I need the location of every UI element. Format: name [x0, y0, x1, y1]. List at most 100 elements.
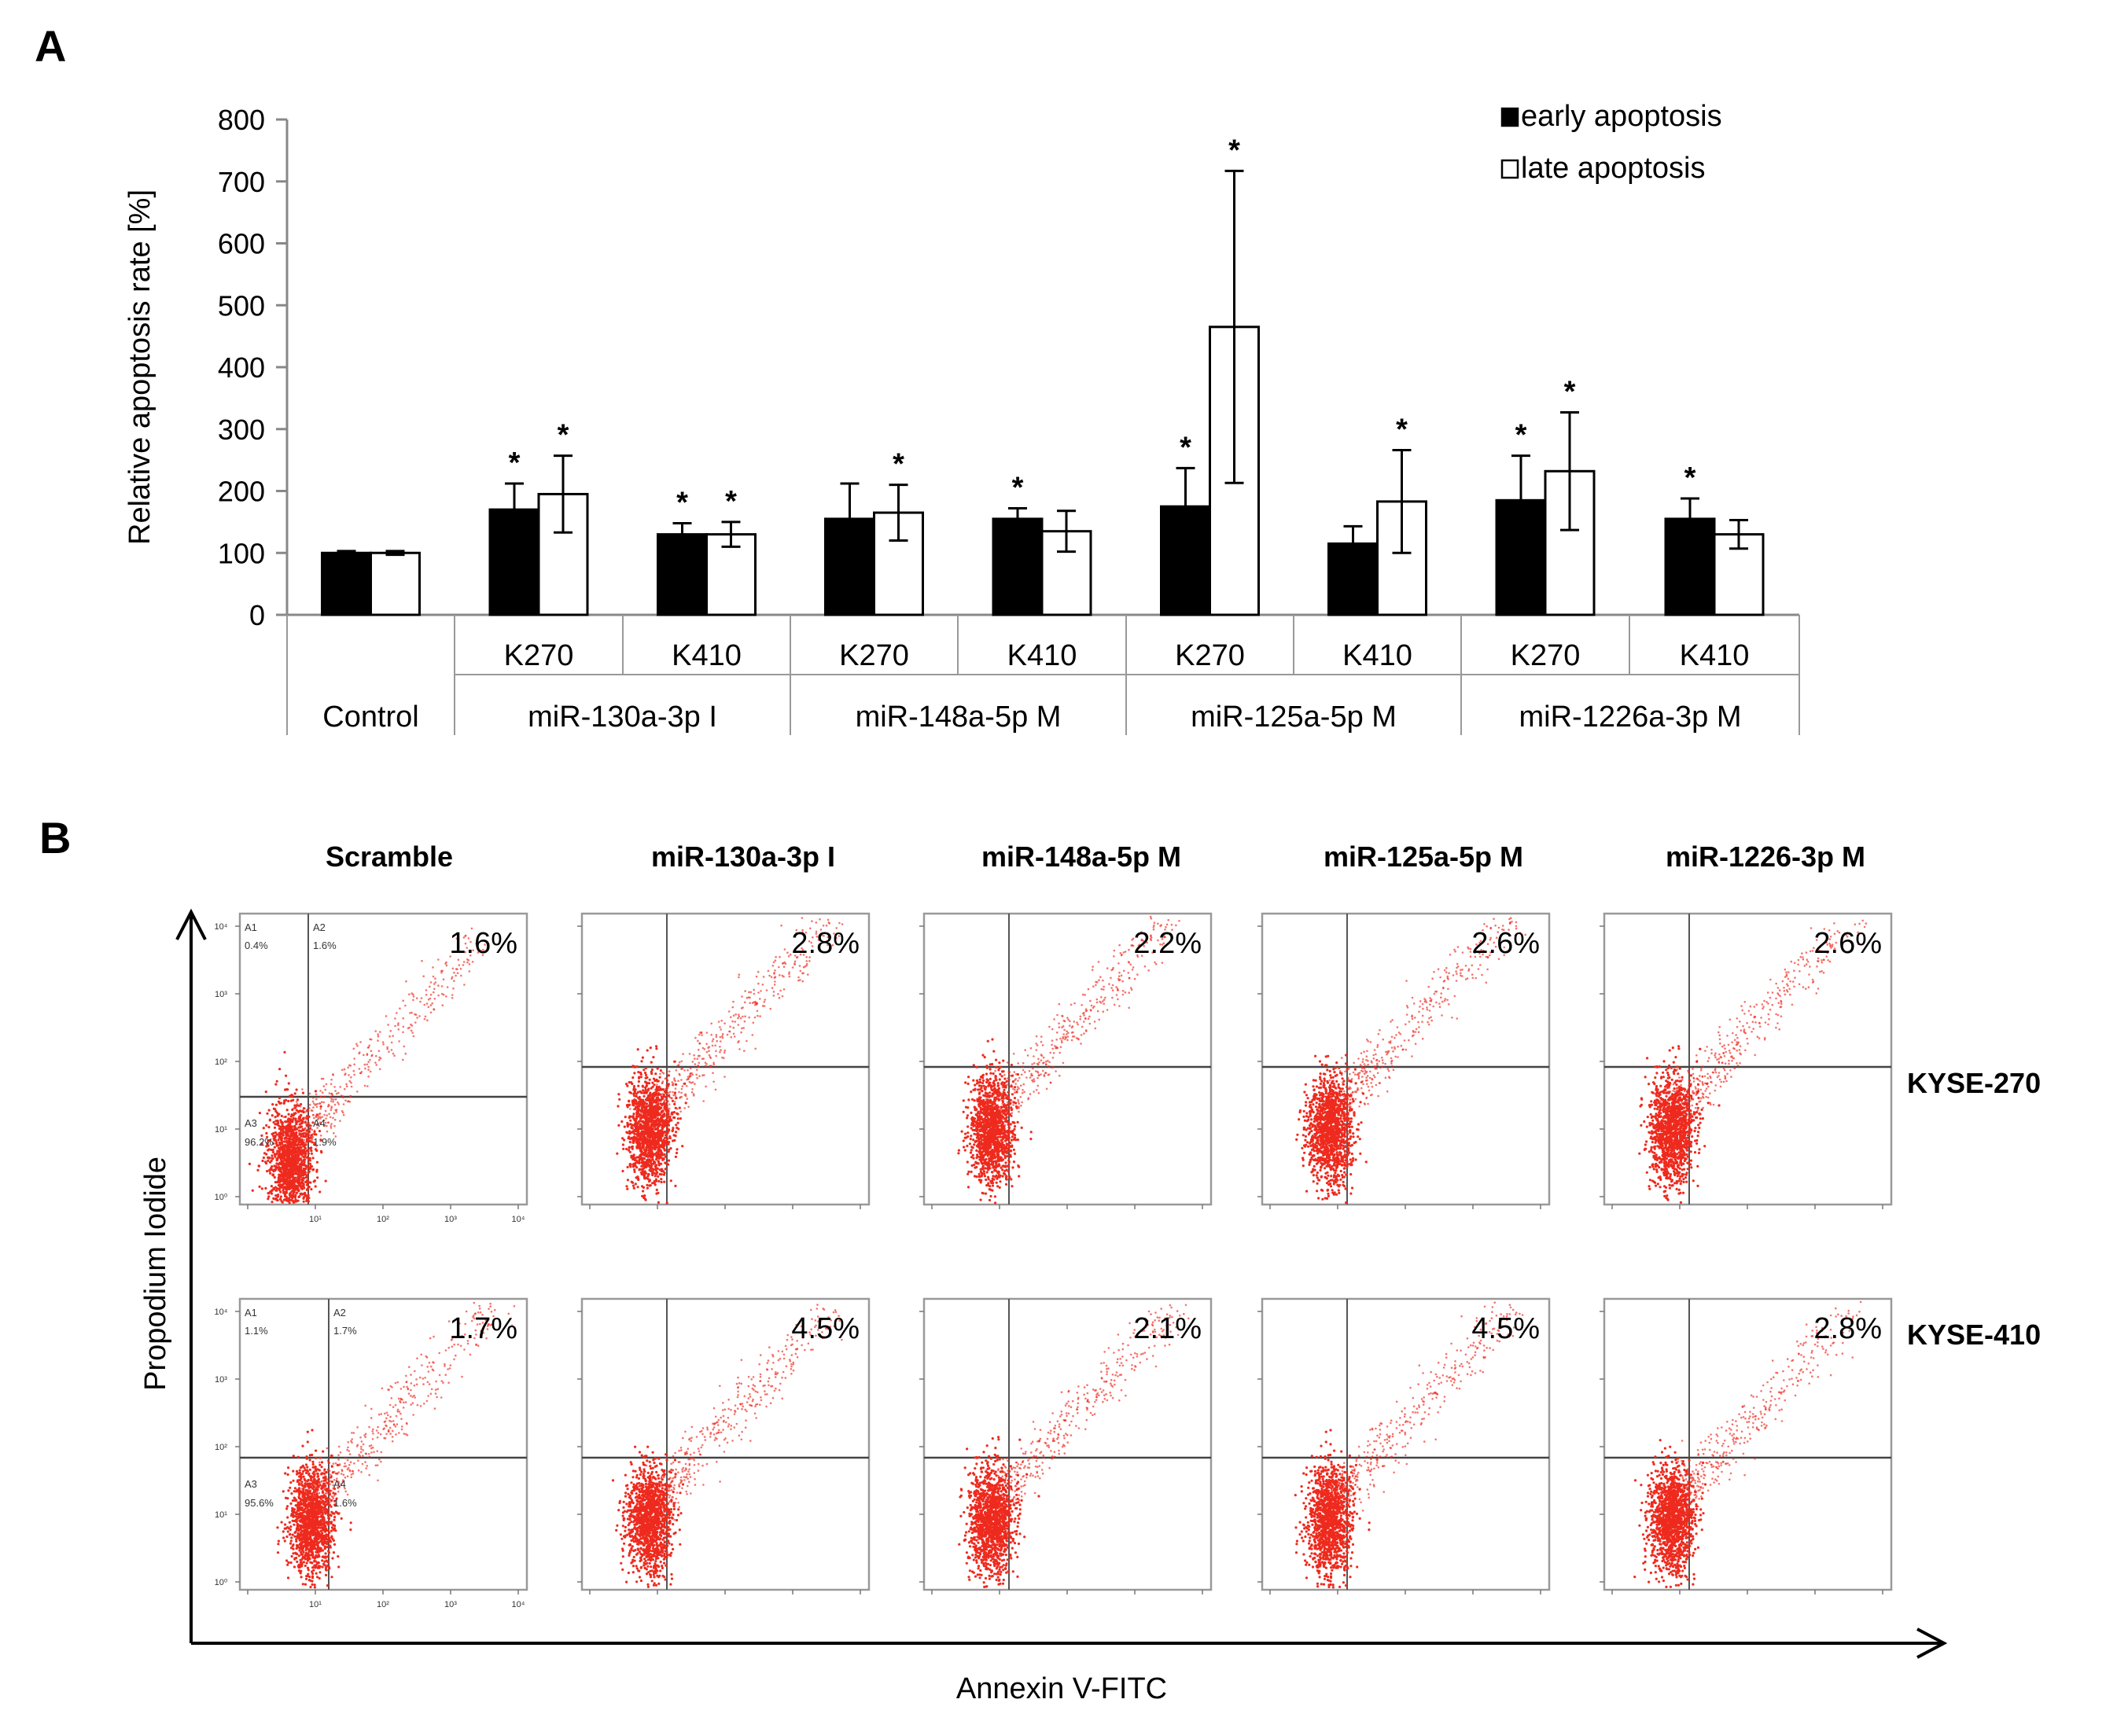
- scatter-dot: [984, 1091, 987, 1094]
- scatter-dot: [630, 1180, 633, 1183]
- y-tick-label: 300: [218, 414, 265, 446]
- scatter-dot: [798, 965, 801, 967]
- scatter-dot: [628, 1141, 631, 1144]
- scatter-dot: [643, 1125, 646, 1128]
- scatter-dot: [642, 1068, 646, 1072]
- scatter-dot: [655, 1103, 658, 1106]
- scatter-dot: [296, 1122, 298, 1125]
- scatter-dot: [664, 1136, 667, 1139]
- scatter-dot: [462, 964, 465, 966]
- scatter-dot: [279, 1195, 282, 1198]
- scatter-dot: [630, 1154, 633, 1157]
- scatter-dot: [1014, 1086, 1017, 1089]
- scatter-dot: [735, 1013, 737, 1016]
- scatter-dot: [688, 1053, 691, 1055]
- scatter-dot: [299, 1114, 303, 1117]
- scatter-dot: [996, 1164, 999, 1168]
- scatter-dot: [992, 1133, 995, 1136]
- scatter-dot: [330, 1107, 333, 1109]
- scatter-dot: [285, 1109, 289, 1112]
- scatter-dot: [293, 1092, 296, 1095]
- scatter-dot: [312, 1097, 315, 1099]
- scatter-dot: [738, 1048, 741, 1050]
- scatter-dot: [1003, 1149, 1007, 1153]
- scatter-dot: [330, 1093, 333, 1095]
- scatter-dot: [1011, 1166, 1014, 1169]
- y-tick-label: 0: [249, 599, 265, 631]
- scatter-dot: [352, 1069, 355, 1072]
- scatter-dot: [271, 1157, 274, 1160]
- bar-late-apoptosis: [1713, 533, 1765, 616]
- scatter-dot: [303, 1146, 306, 1149]
- scatter-dot: [337, 1091, 340, 1094]
- scatter-dot: [356, 1044, 359, 1047]
- scatter-dot: [979, 1109, 982, 1113]
- scatter-dot: [732, 1014, 735, 1017]
- log-tick-label: 10⁰: [215, 1193, 228, 1202]
- scatter-dot: [304, 1191, 307, 1194]
- scatter-dot: [620, 1120, 624, 1124]
- significance-marker: *: [1228, 134, 1240, 167]
- scatter-dot: [675, 1131, 678, 1134]
- scatter-dot: [295, 1109, 298, 1112]
- scatter-dot: [300, 1143, 304, 1146]
- scatter-dot: [1001, 1168, 1004, 1171]
- scatter-dot: [657, 1125, 660, 1128]
- scatter-dot: [1081, 993, 1084, 996]
- scatter-dot: [972, 1088, 975, 1091]
- scatter-dot: [1006, 1131, 1009, 1135]
- scatter-dot: [662, 1173, 666, 1176]
- scatter-dot: [621, 1137, 624, 1140]
- scatter-dot: [348, 1079, 352, 1083]
- scatter-dot: [629, 1123, 632, 1126]
- scatter-dot: [966, 1114, 970, 1117]
- log-tick-label: 10²: [377, 1215, 389, 1224]
- scatter-dot: [309, 1134, 311, 1137]
- scatter-dot: [1128, 991, 1130, 994]
- scatter-dot: [683, 1069, 686, 1072]
- scatter-dot: [639, 1149, 642, 1153]
- scatter-dot: [661, 1111, 663, 1114]
- scatter-dot: [290, 1164, 293, 1167]
- scatter-dot: [646, 1102, 649, 1105]
- scatter-dot: [655, 1045, 658, 1048]
- scatter-dot: [290, 1115, 293, 1117]
- scatter-dot: [267, 1195, 271, 1198]
- scatter-dot: [468, 970, 471, 973]
- scatter-dot: [691, 1061, 694, 1063]
- scatter-dot: [367, 1065, 370, 1068]
- scatter-dot: [992, 1093, 995, 1096]
- scatter-dot: [627, 1137, 630, 1140]
- scatter-dot: [668, 1119, 672, 1122]
- scatter-dot: [660, 1180, 663, 1184]
- scatter-dot: [763, 1001, 766, 1003]
- scatter-dot: [989, 1144, 992, 1147]
- scatter-dot: [714, 1044, 716, 1047]
- scatter-dot: [712, 1072, 714, 1074]
- scatter-dot: [772, 995, 775, 997]
- scatter-dot: [983, 1101, 986, 1104]
- scatter-dot: [719, 1046, 721, 1048]
- scatter-dot: [678, 1106, 681, 1109]
- scatter-dot: [455, 968, 458, 970]
- scatter-dot: [293, 1143, 295, 1146]
- scatter-dot: [765, 989, 768, 991]
- scatter-dot: [1008, 1074, 1011, 1077]
- scatter-dot: [984, 1163, 987, 1166]
- scatter-dot: [1009, 1155, 1012, 1158]
- scatter-dot: [432, 966, 434, 969]
- scatter-dot: [422, 975, 425, 977]
- scatter-dot: [965, 1136, 968, 1139]
- scatter-dot: [677, 1079, 679, 1083]
- scatter-dot: [307, 1148, 310, 1151]
- scatter-dot: [984, 1167, 987, 1170]
- scatter-dot: [293, 1128, 295, 1131]
- scatter-dot: [985, 1144, 989, 1147]
- scatter-dot: [270, 1148, 273, 1152]
- scatter-dot: [330, 1127, 333, 1129]
- scatter-dot: [674, 1079, 676, 1083]
- scatter-dot: [664, 1115, 667, 1117]
- scatter-dot: [1004, 1161, 1007, 1164]
- scatter-dot: [995, 1181, 998, 1184]
- scatter-dot: [453, 980, 455, 982]
